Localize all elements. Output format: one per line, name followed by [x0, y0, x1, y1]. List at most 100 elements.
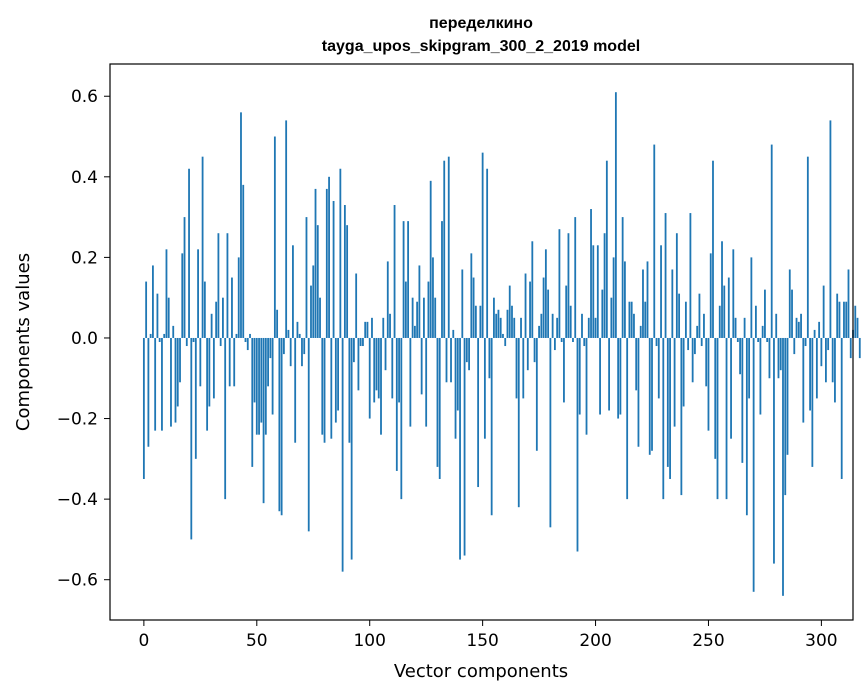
bar	[804, 337, 807, 347]
bar	[470, 253, 473, 338]
bar	[506, 309, 509, 338]
bar	[258, 337, 260, 435]
x-tick-label: 50	[246, 631, 268, 651]
y-axis-label: Components values	[13, 253, 34, 431]
bar	[154, 337, 157, 431]
bar	[413, 325, 416, 338]
bar	[614, 92, 617, 338]
bar	[231, 277, 233, 338]
bar	[849, 337, 852, 359]
bar	[610, 297, 613, 338]
bar	[840, 337, 843, 479]
x-tick-label: 100	[353, 631, 385, 651]
bar	[393, 205, 396, 338]
bar	[553, 337, 556, 351]
bar	[497, 309, 500, 338]
bar	[797, 321, 800, 338]
bar	[513, 317, 516, 338]
y-tick-label: −0.2	[57, 410, 98, 430]
bar	[727, 277, 730, 338]
bar	[730, 337, 732, 439]
bar	[741, 337, 744, 463]
bar	[522, 337, 525, 399]
bar	[273, 136, 276, 338]
y-tick-label: 0.6	[71, 87, 98, 107]
chart-title: переделкино	[429, 15, 533, 32]
bar	[432, 257, 434, 338]
bar	[411, 297, 414, 338]
bar	[605, 160, 608, 338]
bar	[705, 337, 708, 387]
bar	[768, 337, 771, 379]
bar	[761, 325, 764, 338]
bar	[267, 337, 269, 387]
bar	[493, 297, 495, 338]
bar	[474, 305, 477, 338]
bar	[434, 297, 437, 338]
bar	[249, 333, 251, 338]
bar	[655, 337, 658, 347]
bar	[736, 337, 739, 342]
bar	[454, 337, 457, 439]
bar	[578, 337, 581, 415]
bar	[348, 337, 351, 443]
bar	[662, 337, 665, 500]
bar	[748, 337, 751, 399]
bar	[694, 337, 696, 355]
bar	[815, 337, 818, 399]
bar	[371, 317, 373, 338]
bar	[732, 249, 735, 338]
bar	[669, 337, 671, 479]
bar	[287, 329, 290, 338]
bar	[206, 337, 209, 431]
bar	[260, 337, 263, 423]
bar	[210, 313, 213, 338]
x-axis-label: Vector components	[394, 661, 568, 682]
bar	[377, 337, 380, 399]
bar	[450, 337, 452, 383]
bar	[253, 337, 256, 403]
bar	[192, 337, 195, 342]
bar	[280, 337, 283, 516]
bar	[436, 337, 439, 467]
bar	[642, 269, 644, 338]
bar	[368, 337, 371, 419]
bar	[601, 289, 604, 338]
bar	[576, 337, 579, 552]
bar	[461, 269, 464, 338]
bar	[511, 305, 513, 338]
bar	[490, 337, 493, 516]
bar	[386, 261, 389, 338]
bar	[219, 337, 222, 347]
bar	[366, 321, 369, 338]
bar	[784, 337, 787, 496]
bar	[825, 337, 827, 383]
bar	[179, 337, 181, 383]
bar	[569, 305, 572, 338]
bar	[547, 289, 550, 338]
y-tick-label: −0.4	[57, 490, 98, 510]
bar	[773, 337, 775, 564]
bar	[244, 337, 247, 342]
bar	[427, 281, 430, 338]
bar	[800, 313, 802, 338]
bar	[402, 221, 405, 338]
bar	[596, 245, 599, 338]
bar	[282, 337, 285, 355]
bar	[319, 297, 321, 338]
y-tick-label: 0.4	[71, 168, 98, 188]
bar	[242, 184, 245, 338]
bar	[262, 337, 265, 504]
bar	[779, 337, 782, 371]
bar	[703, 313, 705, 338]
bar	[203, 281, 206, 338]
bar	[558, 229, 561, 338]
bar	[644, 301, 647, 338]
bar	[560, 337, 563, 342]
bar	[429, 180, 432, 338]
bar	[587, 317, 590, 338]
bar	[524, 273, 527, 338]
bar	[673, 337, 676, 427]
bar	[438, 337, 441, 479]
bar	[707, 337, 710, 431]
